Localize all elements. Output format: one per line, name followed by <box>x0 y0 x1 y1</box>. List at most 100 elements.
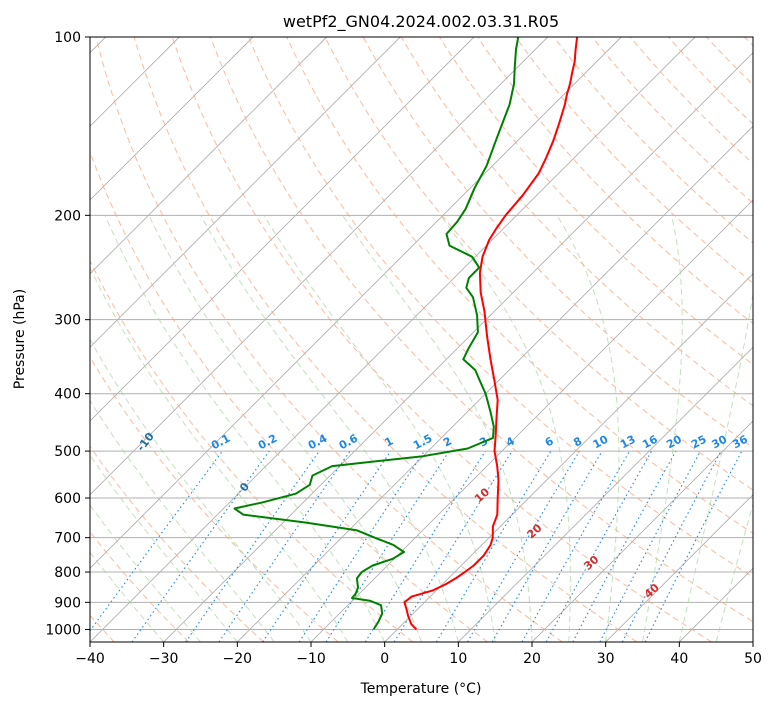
mixing-ratio-label: 1 <box>383 434 396 449</box>
x-tick-label: 10 <box>449 651 467 667</box>
isotherm-line <box>678 567 753 642</box>
mixing-ratio-label: 20 <box>664 433 684 452</box>
moist-adiabat <box>90 399 275 642</box>
y-tick-label: 100 <box>54 30 81 46</box>
x-tick-label: 0 <box>380 651 389 667</box>
y-tick-label: 800 <box>54 565 81 581</box>
x-tick-label: 50 <box>744 651 762 667</box>
isotherm-line <box>236 125 753 642</box>
dry-adiabat <box>90 356 339 642</box>
x-tick-label: −30 <box>149 651 179 667</box>
mixing-ratio-line <box>521 450 630 642</box>
moist-adiabat <box>342 215 533 642</box>
mixing-ratio-line <box>572 450 677 642</box>
mixing-ratio-line <box>393 450 513 642</box>
moist-adiabat <box>556 215 620 642</box>
moist-adiabat <box>90 266 349 642</box>
x-tick-label: 30 <box>597 651 615 667</box>
profiles <box>233 37 579 631</box>
y-tick-label: 500 <box>54 444 81 460</box>
isotherm-line <box>90 37 622 569</box>
isotherm-line <box>457 346 753 642</box>
mixing-ratio-line <box>491 450 603 642</box>
mixing-ratio-line <box>467 450 580 642</box>
isotherm-line <box>90 37 328 275</box>
moist-adiabat <box>642 215 683 642</box>
mixing-ratio-line <box>644 450 743 642</box>
isotherm-line <box>90 37 696 642</box>
mixing-ratio-label: 10 <box>591 433 611 452</box>
moist-adiabat <box>440 215 571 642</box>
isotherm-line <box>310 199 753 642</box>
moist-adiabat <box>104 215 386 642</box>
dry-adiabat <box>90 531 190 642</box>
isotherm-line <box>605 494 753 642</box>
y-tick-label: 600 <box>54 491 81 507</box>
dry-adiabat <box>324 37 753 491</box>
dry-adiabat <box>133 37 638 642</box>
mixing-ratio-line <box>131 450 270 642</box>
mixing-ratio-label: 0.2 <box>256 432 279 453</box>
dry-adiabat <box>515 37 753 284</box>
chart-title: wetPf2_GN04.2024.002.03.31.R05 <box>283 12 559 32</box>
dry-adiabat <box>553 37 753 244</box>
mixing-ratio-line <box>90 450 223 632</box>
mixing-ratio-line <box>298 450 425 642</box>
isotherm-line <box>531 420 753 642</box>
mixing-ratio-line <box>435 450 552 642</box>
dry-adiabat <box>400 37 753 407</box>
x-tick-label: 20 <box>523 651 541 667</box>
y-tick-label: 300 <box>54 313 81 329</box>
moist-adiabat <box>90 504 201 642</box>
dry-adiabat <box>210 37 753 623</box>
mixing-ratio-label: 25 <box>689 433 709 452</box>
dry-adiabat <box>248 37 753 578</box>
mixing-ratio-label: 1.5 <box>411 432 434 453</box>
y-tick-label: 900 <box>54 595 81 611</box>
moist-adiabat <box>90 551 165 642</box>
mixing-ratio-line <box>364 450 486 642</box>
y-axis-label: Pressure (hPa) <box>12 289 28 389</box>
y-tick-label: 400 <box>54 387 81 403</box>
y-tick-label: 1000 <box>45 622 81 638</box>
dry-adiabat <box>95 37 563 642</box>
moist-adiabat <box>715 502 753 642</box>
dewpoint-profile-line <box>233 37 520 630</box>
dry-adiabat-label: -10 <box>134 430 157 454</box>
dry-adiabat <box>706 37 753 86</box>
dry-adiabat <box>171 37 712 642</box>
x-axis-label: Temperature (°C) <box>360 681 482 697</box>
moist-adiabat <box>90 454 238 642</box>
mixing-ratio-label: 13 <box>618 433 638 452</box>
y-tick-label: 200 <box>54 208 81 224</box>
moist-adiabat <box>148 215 422 642</box>
x-tick-label: −40 <box>75 651 105 667</box>
dry-adiabat <box>90 150 488 642</box>
moist-adiabat <box>263 215 496 642</box>
dry-adiabat <box>629 37 753 165</box>
isotherm-line <box>163 52 753 642</box>
mixing-ratio-line <box>325 450 450 642</box>
dry-adiabat <box>362 37 753 449</box>
axis-ticks: −40 −30 −20 −10 0 10 20 30 40 5010020030040050060… <box>45 30 762 667</box>
adiabat-labels: 0.10.20.40.611.52346810131620253036-100-… <box>134 430 750 601</box>
plot-frame <box>89 36 754 643</box>
mixing-ratio-label: 0.1 <box>209 432 232 453</box>
temperature-profile-line <box>403 37 579 631</box>
dry-adiabat <box>744 37 753 47</box>
x-tick-label: −20 <box>223 651 253 667</box>
x-tick-label: −10 <box>296 651 326 667</box>
mixing-ratio-line <box>545 450 653 642</box>
background-lines <box>90 37 753 642</box>
dry-adiabat <box>90 445 264 642</box>
moist-adiabat <box>200 215 459 642</box>
dry-adiabat <box>591 37 753 204</box>
dry-adiabat <box>90 259 414 642</box>
isotherm-line <box>90 37 401 348</box>
mixing-ratio-label: 16 <box>640 433 660 452</box>
dry-adiabat <box>477 37 753 325</box>
isotherm-line <box>90 37 254 201</box>
dry-adiabat <box>668 37 753 125</box>
moist-adiabat <box>678 290 753 642</box>
